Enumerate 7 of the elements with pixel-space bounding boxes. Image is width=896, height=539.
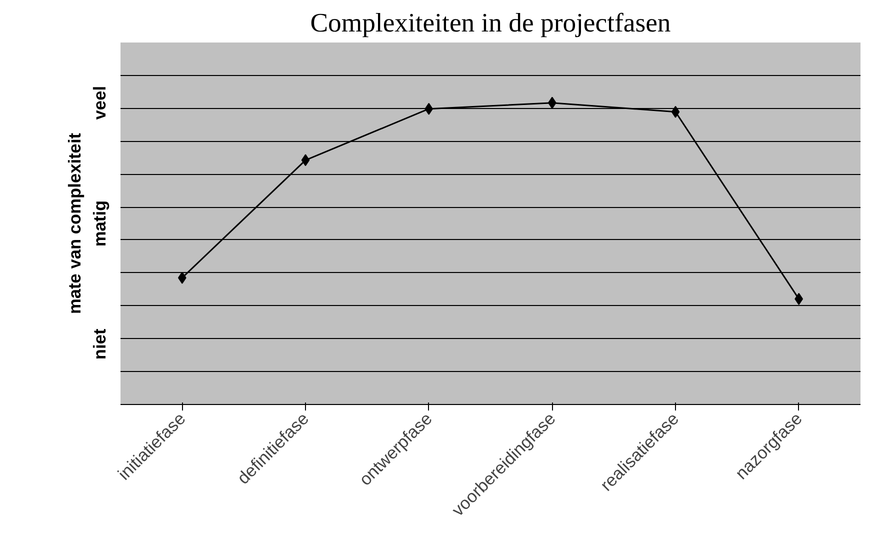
y-axis-title: mate van complexiteit xyxy=(64,132,84,314)
chart-title: Complexiteiten in de projectfasen xyxy=(310,8,671,38)
text: matig xyxy=(90,200,110,247)
point xyxy=(671,106,680,118)
point xyxy=(301,154,310,166)
text: veel xyxy=(90,86,110,120)
text: niet xyxy=(90,328,110,360)
